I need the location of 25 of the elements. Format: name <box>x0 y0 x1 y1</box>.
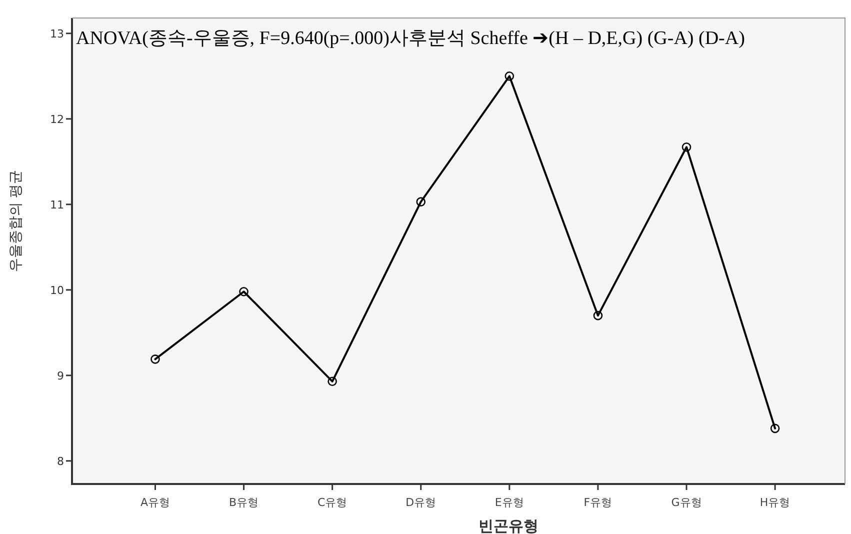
point <box>150 354 160 364</box>
point <box>504 71 514 81</box>
point <box>593 310 603 320</box>
x-tick-label: B유형 <box>229 496 259 509</box>
point <box>770 424 780 434</box>
y-tick-label: 13 <box>50 27 64 40</box>
point <box>416 197 426 206</box>
y-tick-label: 12 <box>50 112 64 126</box>
x-axis-title: 빈곤유형 <box>478 517 538 534</box>
y-tick-label: 10 <box>50 284 64 297</box>
point <box>239 286 248 296</box>
point <box>682 142 692 152</box>
x-tick-label: D유형 <box>406 496 436 509</box>
x-tick-label: G유형 <box>671 496 702 509</box>
point <box>328 376 337 386</box>
y-axis-title: 우울종합의 평균 <box>8 170 24 272</box>
x-tick-label: E유형 <box>494 496 524 509</box>
y-tick-label: 9 <box>57 369 64 382</box>
x-tick-label: C유형 <box>317 496 348 509</box>
y-tick-label: 8 <box>57 454 64 468</box>
x-tick-label: F유형 <box>584 496 612 509</box>
x-tick-label: A유형 <box>140 496 170 509</box>
text: ANOVA(종속-우울증, F=9.640(p=.000)사후분석 Scheffe ➔(H – D,E,G) (G-A) (D-A) <box>76 28 745 49</box>
y-tick-label: 11 <box>50 198 64 212</box>
x-tick-label: H유형 <box>760 496 790 509</box>
